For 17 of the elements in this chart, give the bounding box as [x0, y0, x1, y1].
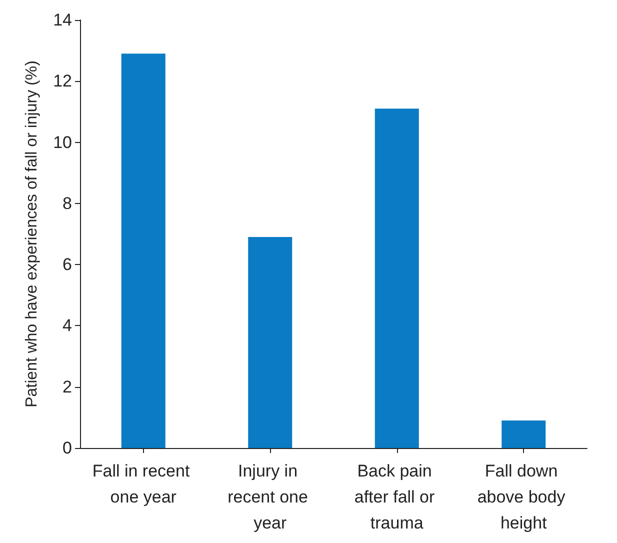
y-tick-label: 10 — [53, 132, 72, 152]
x-tick-label: Fall in recent one year — [92, 462, 194, 506]
y-tick-label: 4 — [62, 316, 72, 336]
y-tick-label: 14 — [53, 10, 72, 30]
x-tick-label: Fall down above body height — [477, 462, 570, 532]
y-tick-label: 6 — [62, 255, 72, 274]
y-tick-label: 0 — [62, 438, 72, 458]
y-tick-label: 12 — [53, 72, 72, 91]
x-tick-label: Back pain after fall or trauma — [354, 462, 440, 532]
y-axis-title: Patient who have experiences of fall or injury (%) — [24, 60, 40, 408]
y-tick-label: 2 — [62, 377, 72, 396]
bar — [374, 108, 419, 448]
bar — [502, 420, 546, 448]
bar — [121, 54, 166, 448]
bar — [248, 237, 292, 448]
x-tick-label: Injury in recent one year — [228, 462, 313, 532]
y-tick-label: 8 — [62, 194, 72, 213]
